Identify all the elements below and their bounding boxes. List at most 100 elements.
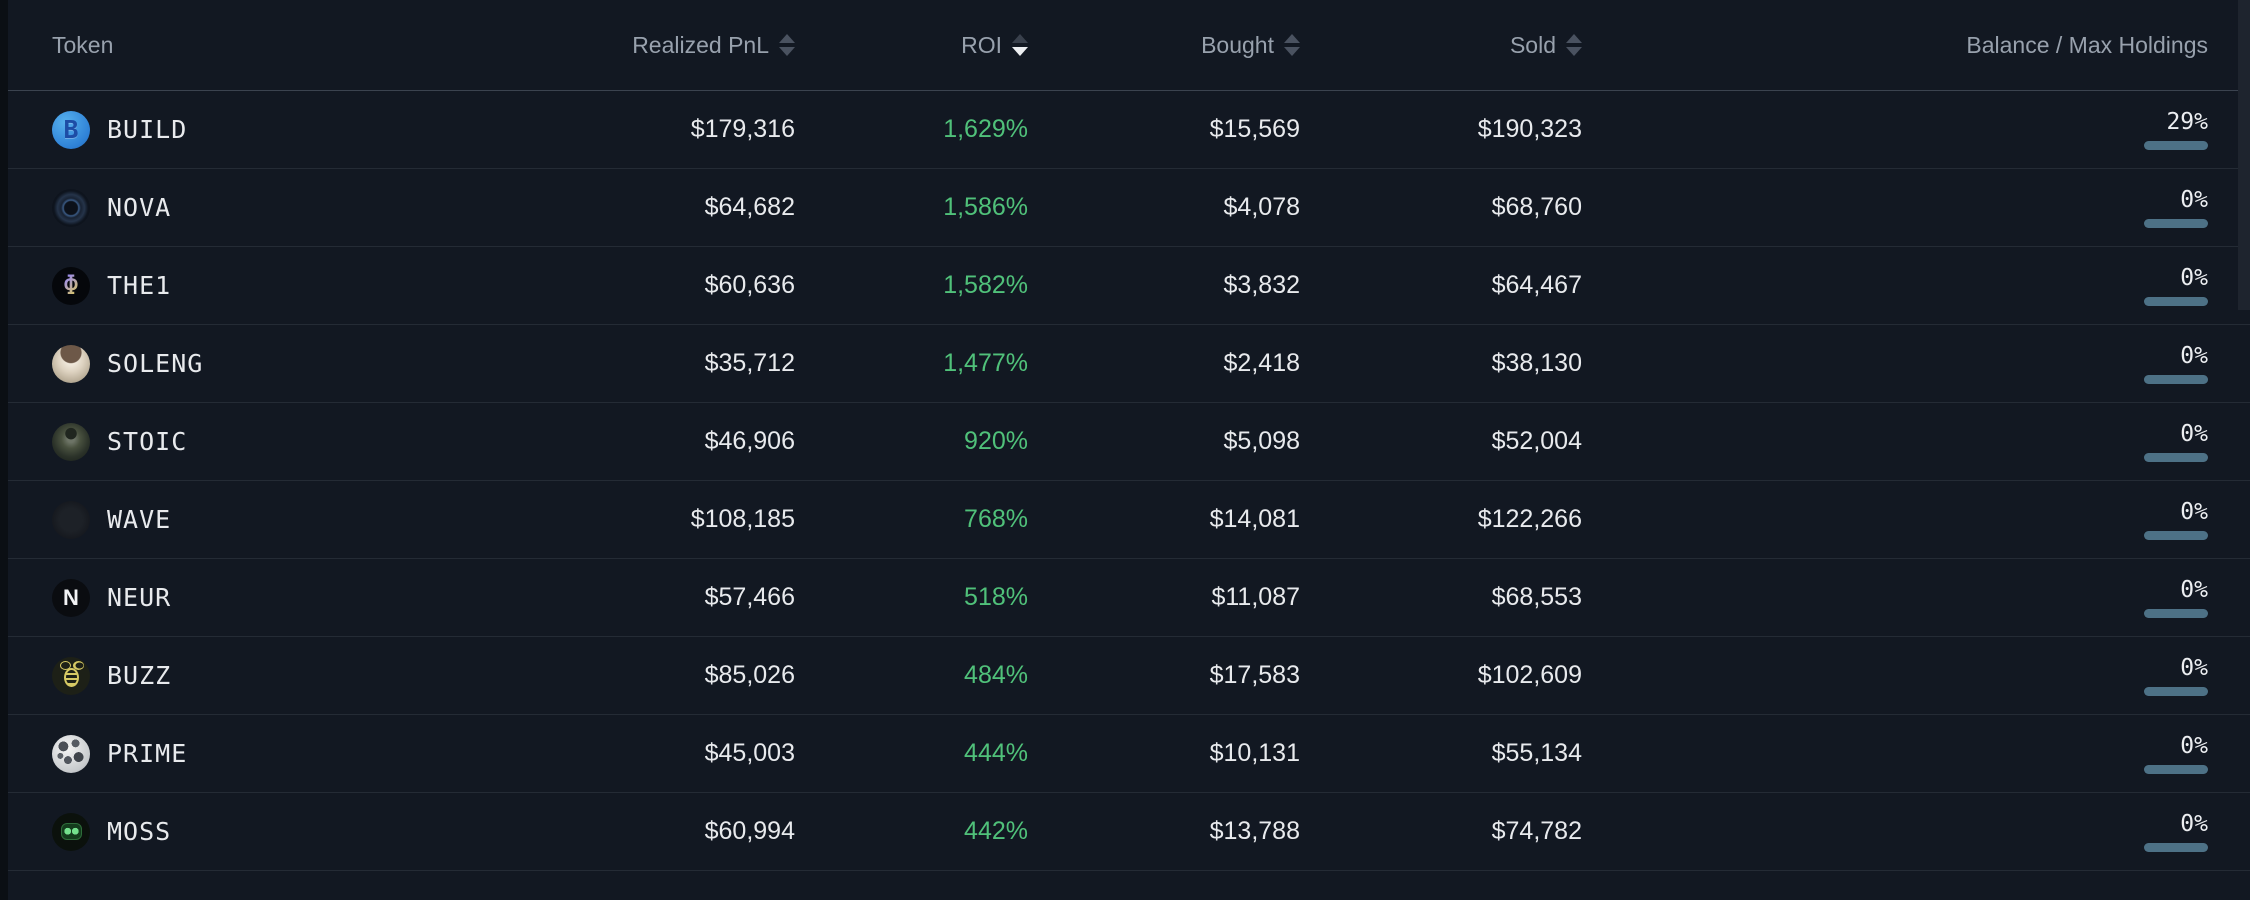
balance-percent: 0%	[2180, 499, 2208, 525]
balance-bar	[2144, 219, 2208, 228]
token-name: BUILD	[107, 115, 188, 144]
roi-value: 768%	[964, 505, 1028, 533]
column-label: Bought	[1201, 31, 1274, 58]
sold-value: $190,323	[1477, 115, 1582, 143]
bought-value: $2,418	[1223, 349, 1300, 377]
realized-pnl-value: $179,316	[690, 115, 795, 143]
column-header-roi[interactable]: ROI	[795, 32, 1028, 59]
token-cell: NOVA	[8, 188, 420, 227]
balance-cell: 0%	[1582, 577, 2250, 618]
bought-value: $11,087	[1211, 583, 1300, 611]
sold-value: $102,609	[1477, 661, 1582, 689]
realized-pnl-value: $46,906	[704, 427, 795, 455]
realized-pnl-value: $60,636	[704, 271, 795, 299]
neur-token-icon: N	[52, 578, 90, 617]
balance-percent: 0%	[2180, 577, 2208, 603]
table-row[interactable]: BUZZ $85,026 484% $17,583 $102,609 0%	[8, 637, 2250, 715]
balance-percent: 29%	[2166, 109, 2208, 135]
the1-token-icon: Φ	[52, 266, 90, 305]
balance-cell: 0%	[1582, 421, 2250, 462]
realized-pnl-value: $35,712	[704, 349, 795, 377]
column-header-token[interactable]: Token	[8, 32, 420, 59]
wave-token-icon	[52, 500, 90, 539]
roi-value: 1,586%	[943, 193, 1028, 221]
realized-pnl-value: $85,026	[704, 661, 795, 689]
sort-desc-icon[interactable]	[1012, 34, 1028, 56]
table-row[interactable]: STOIC $46,906 920% $5,098 $52,004 0%	[8, 403, 2250, 481]
balance-cell: 0%	[1582, 499, 2250, 540]
column-label: ROI	[961, 31, 1002, 58]
sold-value: $55,134	[1491, 739, 1582, 767]
column-label: Realized PnL	[632, 31, 769, 58]
table-row[interactable]: SOLENG $35,712 1,477% $2,418 $38,130 0%	[8, 325, 2250, 403]
balance-bar	[2144, 375, 2208, 384]
table-row[interactable]: NOVA $64,682 1,586% $4,078 $68,760 0%	[8, 169, 2250, 247]
balance-percent: 0%	[2180, 343, 2208, 369]
token-name: NOVA	[107, 193, 172, 222]
column-header-realized-pnl[interactable]: Realized PnL	[420, 32, 795, 59]
build-token-icon: B	[52, 110, 90, 149]
sort-icon[interactable]	[779, 34, 795, 56]
balance-percent: 0%	[2180, 421, 2208, 447]
bought-value: $13,788	[1209, 817, 1300, 845]
balance-cell: 0%	[1582, 811, 2250, 852]
table-header: Token Realized PnL ROI Bought Sold Balan…	[8, 0, 2250, 91]
table-row[interactable]: WAVE $108,185 768% $14,081 $122,266 0%	[8, 481, 2250, 559]
column-header-balance-max-holdings: Balance / Max Holdings	[1582, 32, 2250, 59]
buzz-token-icon	[52, 656, 90, 695]
balance-bar	[2144, 297, 2208, 306]
token-name: BUZZ	[107, 661, 172, 690]
token-cell: STOIC	[8, 422, 420, 461]
realized-pnl-value: $60,994	[704, 817, 795, 845]
roi-value: 1,477%	[943, 349, 1028, 377]
table-row[interactable]: Φ THE1 $60,636 1,582% $3,832 $64,467 0%	[8, 247, 2250, 325]
table-row[interactable]: MOSS $60,994 442% $13,788 $74,782 0%	[8, 793, 2250, 871]
token-cell: N NEUR	[8, 578, 420, 617]
column-header-sold[interactable]: Sold	[1300, 32, 1582, 59]
realized-pnl-value: $64,682	[704, 193, 795, 221]
prime-token-icon	[52, 734, 90, 773]
roi-value: 1,582%	[943, 271, 1028, 299]
table-row[interactable]: N NEUR $57,466 518% $11,087 $68,553 0%	[8, 559, 2250, 637]
scrollbar-thumb[interactable]	[2238, 0, 2250, 310]
balance-bar	[2144, 531, 2208, 540]
token-name: STOIC	[107, 427, 188, 456]
token-icon-glyph: B	[63, 115, 79, 144]
token-cell: Φ THE1	[8, 266, 420, 305]
stoic-token-icon	[52, 422, 90, 461]
table-body: B BUILD $179,316 1,629% $15,569 $190,323…	[8, 91, 2250, 871]
sort-icon[interactable]	[1566, 34, 1582, 56]
token-name: WAVE	[107, 505, 172, 534]
realized-pnl-value: $108,185	[690, 505, 795, 533]
token-cell: MOSS	[8, 812, 420, 851]
balance-bar	[2144, 765, 2208, 774]
sold-value: $74,782	[1491, 817, 1582, 845]
soleng-token-icon	[52, 344, 90, 383]
balance-bar	[2144, 687, 2208, 696]
bought-value: $4,078	[1223, 193, 1300, 221]
roi-value: 484%	[964, 661, 1028, 689]
token-cell: PRIME	[8, 734, 420, 773]
balance-percent: 0%	[2180, 187, 2208, 213]
pnl-table: Token Realized PnL ROI Bought Sold Balan…	[8, 0, 2250, 900]
roi-value: 518%	[964, 583, 1028, 611]
sort-icon[interactable]	[1284, 34, 1300, 56]
token-name: SOLENG	[107, 349, 204, 378]
token-name: PRIME	[107, 739, 188, 768]
roi-value: 920%	[964, 427, 1028, 455]
sold-value: $68,553	[1491, 583, 1582, 611]
sold-value: $38,130	[1491, 349, 1582, 377]
token-cell: B BUILD	[8, 110, 420, 149]
table-row[interactable]: PRIME $45,003 444% $10,131 $55,134 0%	[8, 715, 2250, 793]
token-name: NEUR	[107, 583, 172, 612]
balance-bar	[2144, 453, 2208, 462]
token-icon-glyph: Φ	[62, 270, 80, 301]
table-row[interactable]: B BUILD $179,316 1,629% $15,569 $190,323…	[8, 91, 2250, 169]
bought-value: $3,832	[1223, 271, 1300, 299]
balance-cell: 0%	[1582, 187, 2250, 228]
balance-cell: 29%	[1582, 109, 2250, 150]
balance-percent: 0%	[2180, 655, 2208, 681]
token-name: THE1	[107, 271, 172, 300]
realized-pnl-value: $45,003	[704, 739, 795, 767]
column-header-bought[interactable]: Bought	[1028, 32, 1300, 59]
